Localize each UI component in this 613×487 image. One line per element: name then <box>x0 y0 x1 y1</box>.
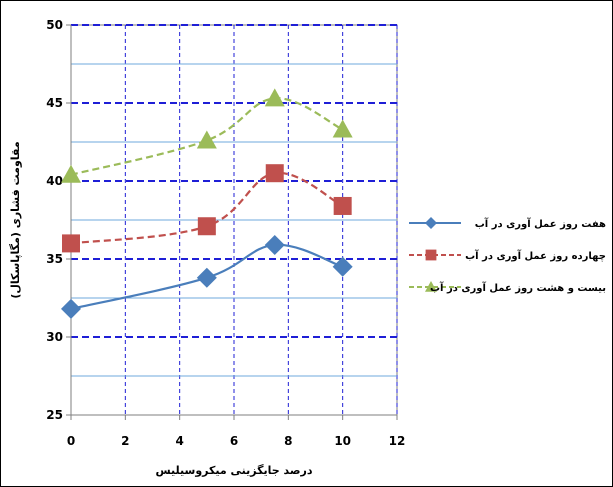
data-point-series-1 <box>332 256 353 277</box>
y-tick-label: 35 <box>46 252 63 266</box>
legend-marker-3 <box>425 281 437 292</box>
series-line-1 <box>70 243 344 310</box>
legend-label-2: چهارده روز عمل آوری در آب <box>465 249 606 262</box>
y-tick-label: 40 <box>46 174 63 188</box>
series-group <box>61 88 353 319</box>
data-point-series-2 <box>197 217 216 236</box>
x-tick-label: 2 <box>121 434 129 448</box>
tick-labels: 25 30 35 40 45 50 0 2 4 6 8 10 12 <box>46 18 405 448</box>
x-tick-label: 10 <box>334 434 351 448</box>
legend-label-1: هفت روز عمل آوری در آب <box>475 217 606 230</box>
axes <box>66 24 398 420</box>
legend-marker-1 <box>425 217 437 229</box>
x-tick-label: 8 <box>284 434 292 448</box>
series-line-3 <box>70 97 344 176</box>
x-axis-label: درصد جایگزینی میکروسیلیس <box>155 464 312 477</box>
x-tick-label: 6 <box>230 434 238 448</box>
data-point-series-3 <box>61 164 81 183</box>
y-tick-label: 30 <box>46 330 63 344</box>
grid <box>70 24 398 416</box>
data-point-series-1 <box>264 234 285 255</box>
y-tick-label: 25 <box>46 408 63 422</box>
x-tick-label: 4 <box>175 434 183 448</box>
legend-label-3: بیست و هشت روز عمل آوری در آب <box>430 281 606 294</box>
series-line-2 <box>70 171 344 245</box>
x-tick-label: 12 <box>389 434 406 448</box>
data-point-series-3 <box>264 88 285 107</box>
y-tick-label: 45 <box>46 96 63 110</box>
data-point-series-2 <box>333 196 352 215</box>
data-point-series-3 <box>332 119 353 138</box>
legend: هفت روز عمل آوری در آب چهارده روز عمل آور… <box>409 217 606 294</box>
data-point-series-3 <box>196 130 217 149</box>
data-point-series-2 <box>265 164 284 183</box>
y-axis-label: مقاومت فشاری (مگاپاسکال) <box>9 141 22 298</box>
x-tick-label: 0 <box>67 434 75 448</box>
y-tick-label: 50 <box>46 18 63 32</box>
legend-marker-2 <box>425 249 437 261</box>
data-point-series-1 <box>196 267 217 288</box>
data-point-series-1 <box>61 298 81 319</box>
data-point-series-2 <box>62 234 80 253</box>
